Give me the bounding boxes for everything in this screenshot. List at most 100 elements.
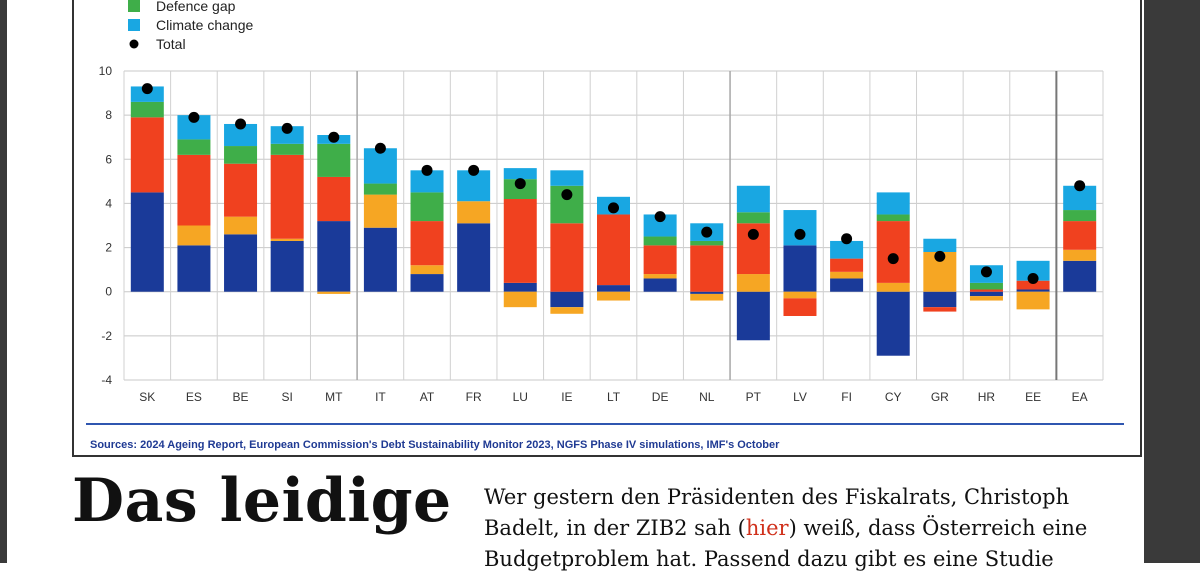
bar-segment <box>457 201 491 224</box>
bar-segment <box>830 271 864 279</box>
bar-segment <box>503 179 537 200</box>
total-marker <box>141 83 153 95</box>
legend-label: Total <box>156 36 186 52</box>
bar-segment <box>1063 249 1097 261</box>
total-marker <box>1027 272 1039 284</box>
bar-segment <box>923 291 957 308</box>
x-tick-label: AT <box>420 390 435 404</box>
article-paragraph: Wer gestern den Präsidenten des Fiskalra… <box>484 482 1144 575</box>
bar-segment <box>410 192 444 222</box>
hier-link[interactable]: hier <box>745 516 789 540</box>
y-tick-label: 2 <box>105 241 112 255</box>
total-marker <box>281 122 293 134</box>
x-tick-label: PT <box>746 390 762 404</box>
bar-segment <box>923 307 957 312</box>
bar-segment <box>736 274 770 292</box>
total-marker <box>421 164 433 176</box>
bar-segment <box>690 291 724 294</box>
bar-segment <box>1063 221 1097 250</box>
bar-segment <box>270 143 304 155</box>
x-tick-label: HR <box>978 390 996 404</box>
total-marker <box>794 228 806 240</box>
x-tick-label: LU <box>513 390 528 404</box>
total-marker <box>934 250 946 262</box>
bar-segment <box>224 216 258 235</box>
bar-segment <box>1016 289 1050 292</box>
bar-segment <box>830 240 864 259</box>
x-tick-label: LT <box>607 390 621 404</box>
bar-segment <box>876 214 910 222</box>
bar-segment <box>270 238 304 241</box>
total-marker <box>561 189 573 201</box>
legend-label: Climate change <box>156 17 253 33</box>
total-marker <box>608 202 619 214</box>
bar-segment <box>923 238 957 252</box>
bar-segment <box>597 285 630 292</box>
bar-segment <box>503 282 537 292</box>
bar-segment <box>177 225 211 246</box>
bar-segment <box>270 154 304 239</box>
bar-segment <box>363 148 397 184</box>
total-marker <box>514 178 526 190</box>
total-marker <box>701 226 713 238</box>
bar-segment <box>224 123 258 147</box>
bar-segment <box>690 240 724 246</box>
paragraph-text-start: Wer gestern den Präsidenten des Fiskalra… <box>484 485 1070 540</box>
bar-segment <box>736 212 770 224</box>
total-marker <box>374 142 386 154</box>
bar-segment <box>1063 260 1097 292</box>
bar-segment <box>876 291 910 356</box>
bar-segment <box>690 293 724 301</box>
x-tick-label: SI <box>281 390 292 404</box>
article-heading: Das leidige <box>72 466 452 536</box>
legend-total-marker <box>129 39 139 49</box>
x-tick-label: GR <box>931 390 949 404</box>
bar-segment <box>224 163 258 217</box>
y-tick-label: 6 <box>105 152 112 166</box>
total-marker <box>328 131 340 143</box>
bar-segment <box>410 221 444 266</box>
total-marker <box>841 233 853 245</box>
bar-segment <box>317 221 351 292</box>
total-marker <box>980 266 992 278</box>
x-tick-label: BE <box>233 390 249 404</box>
bar-segment <box>363 227 397 292</box>
y-tick-label: 0 <box>105 285 112 299</box>
bar-segment <box>270 240 304 292</box>
bar-segment <box>643 278 677 292</box>
bar-segment <box>317 143 351 177</box>
bar-segment <box>224 146 258 164</box>
bar-segment <box>690 245 724 292</box>
x-tick-label: ES <box>186 390 202 404</box>
bar-segment <box>503 168 537 180</box>
bar-segment <box>830 278 864 292</box>
bar-segment <box>1016 280 1050 290</box>
bar-segment <box>876 282 910 292</box>
bar-segment <box>1063 210 1097 222</box>
bar-segment <box>177 154 211 226</box>
x-tick-label: LV <box>793 390 807 404</box>
bar-segment <box>643 274 677 279</box>
x-tick-label: FI <box>841 390 852 404</box>
x-tick-label: EE <box>1025 390 1041 404</box>
bar-segment <box>643 214 677 237</box>
y-tick-label: 10 <box>99 64 113 78</box>
x-tick-label: FR <box>466 390 482 404</box>
x-tick-label: CY <box>885 390 902 404</box>
bar-segment <box>130 192 164 292</box>
chart-sources: Sources: 2024 Ageing Report, European Co… <box>90 439 780 451</box>
x-tick-label: SK <box>139 390 155 404</box>
x-tick-label: NL <box>699 390 715 404</box>
bar-segment <box>177 245 211 292</box>
bar-segment <box>783 298 817 316</box>
bar-segment <box>410 265 444 275</box>
page-right-border <box>1144 0 1200 563</box>
total-marker <box>188 111 200 123</box>
bar-segment <box>643 245 677 275</box>
x-tick-label: IT <box>375 390 386 404</box>
y-tick-label: -2 <box>101 329 112 343</box>
bar-segment <box>550 170 584 186</box>
bar-segment <box>597 291 630 301</box>
bar-segment <box>270 126 304 144</box>
bar-segment <box>783 210 817 246</box>
